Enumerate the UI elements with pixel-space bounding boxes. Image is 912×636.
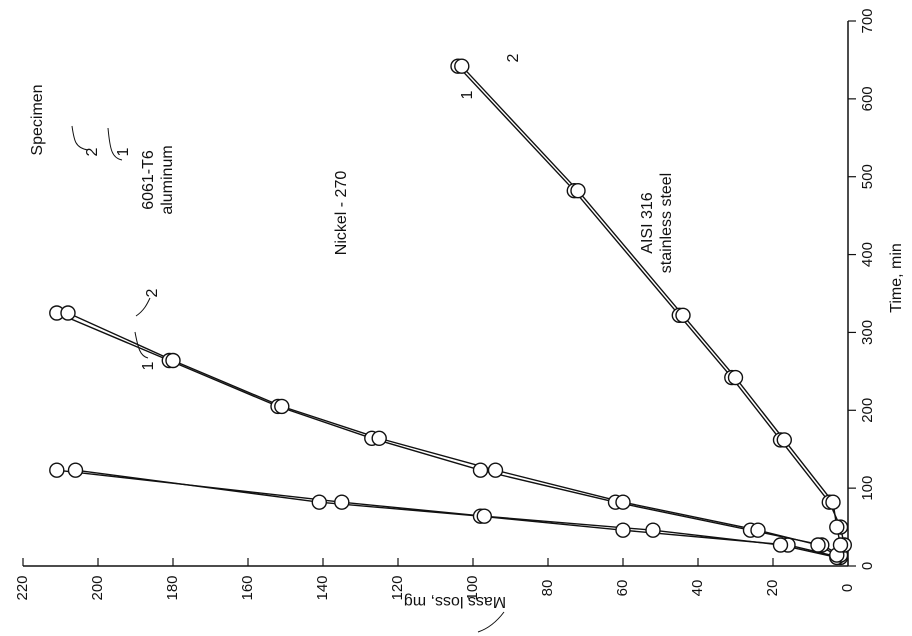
y-tick-label: 0: [859, 562, 876, 570]
axes: 0 20 40 60 80 100 120 140 160 180 200 220 0 100 200 300…: [14, 8, 876, 600]
data-point: [645, 522, 661, 538]
data-point: [472, 462, 489, 478]
leader-al-1: [107, 127, 123, 161]
annotation-al-2: 2: [84, 147, 101, 156]
x-tick-label: 220: [14, 575, 31, 600]
y-tick-label: 600: [859, 86, 876, 111]
x-axis-title: Mass loss, mg: [404, 593, 506, 610]
annotation-stainless-line2: stainless steel: [658, 173, 675, 274]
y-tick-label: 400: [859, 242, 876, 267]
data-point: [750, 522, 766, 538]
leader-ni-2: [135, 297, 151, 317]
leader-al-2: [71, 125, 89, 151]
data-point: [615, 494, 631, 510]
data-point: [165, 352, 181, 369]
x-tick-label: 180: [164, 575, 181, 600]
data-point: [60, 305, 76, 321]
y-tick-label: 700: [859, 8, 876, 33]
data-point: [825, 494, 841, 510]
x-tick-label: 60: [614, 580, 631, 597]
annotation-specimen: Specimen: [29, 84, 46, 155]
series-line: [457, 65, 845, 546]
leader-ni-1: [134, 331, 149, 359]
x-tick-label: 80: [539, 580, 556, 597]
data-point: [334, 494, 350, 510]
x-tick-label: 120: [389, 575, 406, 600]
annotation-aluminum-line1: 6061-T6: [140, 150, 157, 210]
data-point: [615, 522, 631, 538]
series-line: [56, 312, 841, 556]
y-tick-label: 500: [859, 164, 876, 189]
series-group: [49, 462, 849, 566]
data-point: [832, 537, 849, 553]
specimen-leaders: [71, 125, 505, 633]
series-layer: [49, 58, 852, 566]
y-axis-title: Time, min: [888, 243, 905, 313]
annotation-ss-1: 1: [459, 90, 476, 99]
series-line: [67, 312, 838, 556]
data-point: [727, 369, 744, 386]
data-point: [274, 398, 290, 415]
annotation-ni-1: 1: [140, 361, 157, 370]
data-point: [570, 182, 586, 199]
annotation-ss-2: 2: [505, 53, 522, 62]
data-point: [49, 462, 65, 478]
data-point: [476, 508, 492, 524]
y-tick-label: 100: [859, 476, 876, 501]
data-point: [311, 494, 327, 510]
data-point: [772, 537, 789, 553]
data-point: [487, 462, 504, 478]
annotation-nickel: Nickel - 270: [333, 171, 350, 256]
annotation-aluminum-line2: aluminum: [159, 145, 176, 214]
x-tick-label: 40: [689, 580, 706, 597]
annotation-stainless-line1: AISI 316: [639, 192, 656, 253]
annotation-ni-2: 2: [144, 288, 161, 297]
annotation-al-1: 1: [115, 147, 132, 156]
y-tick-label: 200: [859, 398, 876, 423]
data-point: [454, 58, 470, 74]
leader-ss-2: [477, 611, 505, 633]
x-tick-label: 160: [239, 575, 256, 600]
data-point: [675, 307, 691, 323]
y-tick-label: 300: [859, 320, 876, 345]
series-group: [450, 58, 852, 553]
data-point: [829, 519, 845, 535]
series-group: [49, 305, 849, 563]
x-tick-label: 0: [839, 584, 856, 592]
data-point: [810, 537, 826, 553]
series-line: [461, 65, 842, 546]
x-tick-label: 200: [89, 575, 106, 600]
series-line: [75, 469, 841, 559]
data-point: [371, 430, 387, 446]
x-tick-label: 20: [764, 580, 781, 597]
x-tick-label: 100: [464, 575, 481, 600]
data-point: [67, 462, 84, 478]
x-tick-label: 140: [314, 575, 331, 600]
data-point: [776, 432, 792, 448]
